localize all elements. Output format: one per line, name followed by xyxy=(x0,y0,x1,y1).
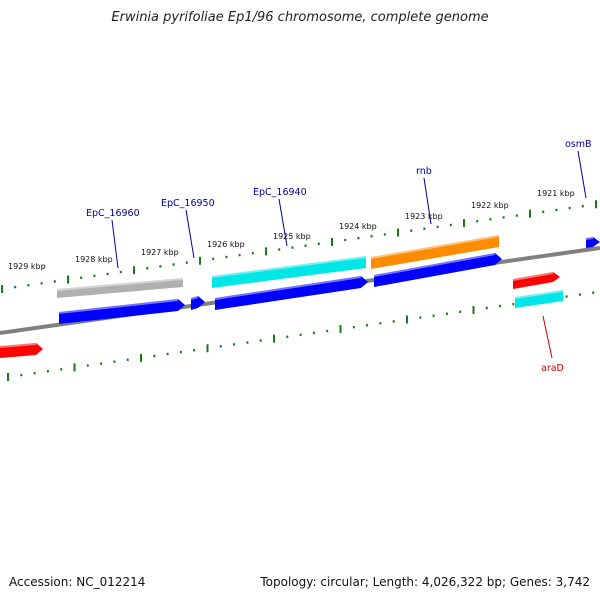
gene-label[interactable]: EpC_16950 xyxy=(161,198,215,209)
gene-feature-highlight xyxy=(214,276,362,300)
gene-feature-highlight xyxy=(56,278,184,291)
gene-feature-highlight xyxy=(373,253,496,277)
kbp-scale-label: 1922 kbp xyxy=(471,201,509,210)
gene-label[interactable]: araD xyxy=(541,363,564,374)
kbp-scale-label: 1928 kbp xyxy=(75,255,113,264)
gene-label[interactable]: EpC_16940 xyxy=(253,187,307,198)
outer-tick-ring xyxy=(1,200,597,293)
gene-features xyxy=(0,235,600,358)
gene-feature-highlight xyxy=(514,290,564,299)
gene-feature[interactable] xyxy=(586,237,600,248)
gene-feature[interactable] xyxy=(212,256,366,288)
kbp-scale-labels: 1929 kbp 1928 kbp 1927 kbp 1926 kbp 1925 kbp… xyxy=(8,189,575,271)
kbp-scale-label: 1927 kbp xyxy=(141,248,179,257)
topology-text: Topology: circular; Length: 4,026,322 bp… xyxy=(260,575,590,589)
gene-label[interactable]: EpC_16960 xyxy=(86,208,140,219)
kbp-scale-label: 1926 kbp xyxy=(207,240,245,249)
gene-feature-highlight xyxy=(0,343,37,348)
gene-label-callout xyxy=(185,209,195,259)
gene-feature-highlight xyxy=(211,256,367,278)
gene-feature[interactable] xyxy=(513,272,560,289)
gene-labels: EpC_16960 EpC_16950 EpC_16940 rnb osmB araD xyxy=(86,139,592,374)
gene-feature-highlight xyxy=(512,272,554,281)
kbp-scale-label: 1923 kbp xyxy=(405,212,443,221)
gene-feature[interactable] xyxy=(374,253,502,287)
kbp-scale-label: 1925 kbp xyxy=(273,232,311,241)
gene-label-callout xyxy=(577,150,587,199)
gene-label-callout xyxy=(423,177,432,225)
gene-feature[interactable] xyxy=(371,235,499,269)
gene-feature[interactable] xyxy=(57,278,183,298)
gene-label-callout xyxy=(278,198,288,247)
gene-feature[interactable] xyxy=(215,276,368,310)
gene-feature[interactable] xyxy=(191,296,205,310)
map-title: Erwinia pyrifoliae Ep1/96 chromosome, co… xyxy=(111,10,489,25)
gene-feature-highlight xyxy=(585,237,594,240)
inner-tick-ring xyxy=(7,291,595,381)
gene-feature-highlight xyxy=(370,235,500,259)
kbp-scale-label: 1929 kbp xyxy=(8,262,46,271)
gene-feature-highlight xyxy=(190,296,199,300)
gene-label-callout xyxy=(111,219,119,269)
gene-feature[interactable] xyxy=(59,299,185,324)
gene-feature-highlight xyxy=(58,299,179,314)
kbp-scale-label: 1924 kbp xyxy=(339,222,377,231)
gene-feature[interactable] xyxy=(0,343,43,358)
gene-label[interactable]: osmB xyxy=(565,139,592,150)
kbp-scale-label: 1921 kbp xyxy=(537,189,575,198)
gene-label[interactable]: rnb xyxy=(416,166,432,177)
gene-feature[interactable] xyxy=(515,290,563,308)
gene-label-callout xyxy=(542,315,553,359)
accession-text: Accession: NC_012214 xyxy=(9,575,146,589)
